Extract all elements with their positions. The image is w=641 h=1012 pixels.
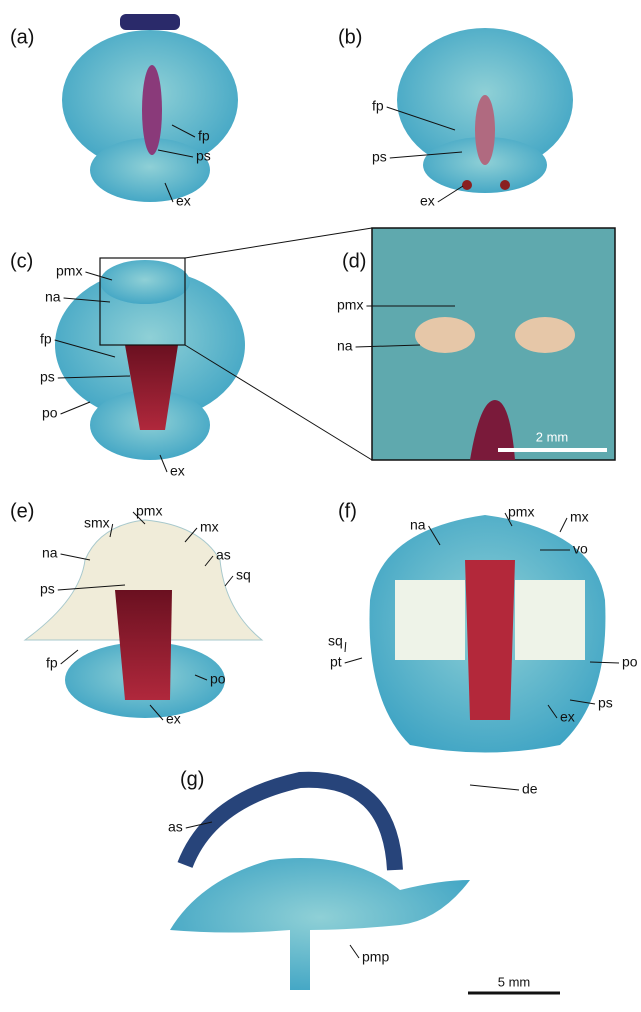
annotation-label: mx: [570, 509, 589, 525]
annotation-label: as: [216, 547, 231, 563]
annotation-label: po: [622, 654, 638, 670]
annotation-label: mx: [200, 519, 219, 535]
scale-bar-label: 2 mm: [536, 429, 569, 444]
annotation-label: pt: [330, 654, 342, 670]
annotation-label: fp: [198, 128, 210, 144]
annotation-label: ex: [420, 193, 435, 209]
leader-line: [345, 658, 362, 663]
annotation-label: fp: [40, 331, 52, 347]
leader-line: [225, 576, 233, 586]
annotation-label: fp: [372, 98, 384, 114]
leader-line: [61, 554, 90, 560]
annotation-label: smx: [84, 515, 110, 531]
panel-label: (e): [10, 500, 34, 522]
annotation-label: ex: [560, 709, 575, 725]
specimen-a: [62, 14, 238, 202]
leader-line: [345, 642, 346, 652]
leader-line: [470, 785, 519, 790]
annotation-label: na: [45, 289, 61, 305]
annotation-label: na: [42, 545, 58, 561]
panel-label: (d): [342, 250, 366, 272]
annotation-label: as: [168, 819, 183, 835]
annotation-label: fp: [46, 655, 58, 671]
scale-bar-label: 5 mm: [498, 974, 531, 989]
annotation-label: na: [410, 517, 426, 533]
annotation-label: pmx: [337, 297, 363, 313]
annotation-label: ps: [40, 581, 55, 597]
specimen-d: [372, 228, 615, 460]
annotation-label: ps: [372, 149, 387, 165]
specimen-c: [55, 228, 372, 460]
annotation-label: ex: [166, 711, 181, 727]
panel-label: (g): [180, 768, 204, 790]
panel-label: (f): [338, 500, 357, 522]
panel-label: (b): [338, 26, 362, 48]
leader-line: [350, 945, 359, 958]
annotation-label: ex: [170, 463, 185, 479]
annotation-label: po: [210, 671, 226, 687]
leader-line: [438, 186, 463, 202]
annotation-label: de: [522, 781, 538, 797]
annotation-label: pmp: [362, 949, 389, 965]
annotation-label: ex: [176, 193, 191, 209]
annotation-label: pmx: [136, 503, 162, 519]
annotation-label: po: [42, 405, 58, 421]
panel-label: (a): [10, 26, 34, 48]
annotation-label: sq: [328, 633, 343, 649]
annotation-label: ps: [40, 369, 55, 385]
panel-label: (c): [10, 250, 33, 272]
annotation-label: ps: [196, 148, 211, 164]
annotation-label: pmx: [508, 504, 534, 520]
leader-line: [61, 402, 90, 414]
annotation-label: pmx: [56, 263, 82, 279]
figure: (a) fp ps ex (b) fp ps ex (c) pmx na fp ps po ex (d) pmx…: [0, 0, 641, 1012]
annotation-label: ps: [598, 695, 613, 711]
annotation-label: vo: [573, 541, 588, 557]
specimen-b: [397, 28, 573, 193]
annotation-label: na: [337, 338, 353, 354]
annotation-label: sq: [236, 567, 251, 583]
leader-line: [560, 518, 567, 532]
